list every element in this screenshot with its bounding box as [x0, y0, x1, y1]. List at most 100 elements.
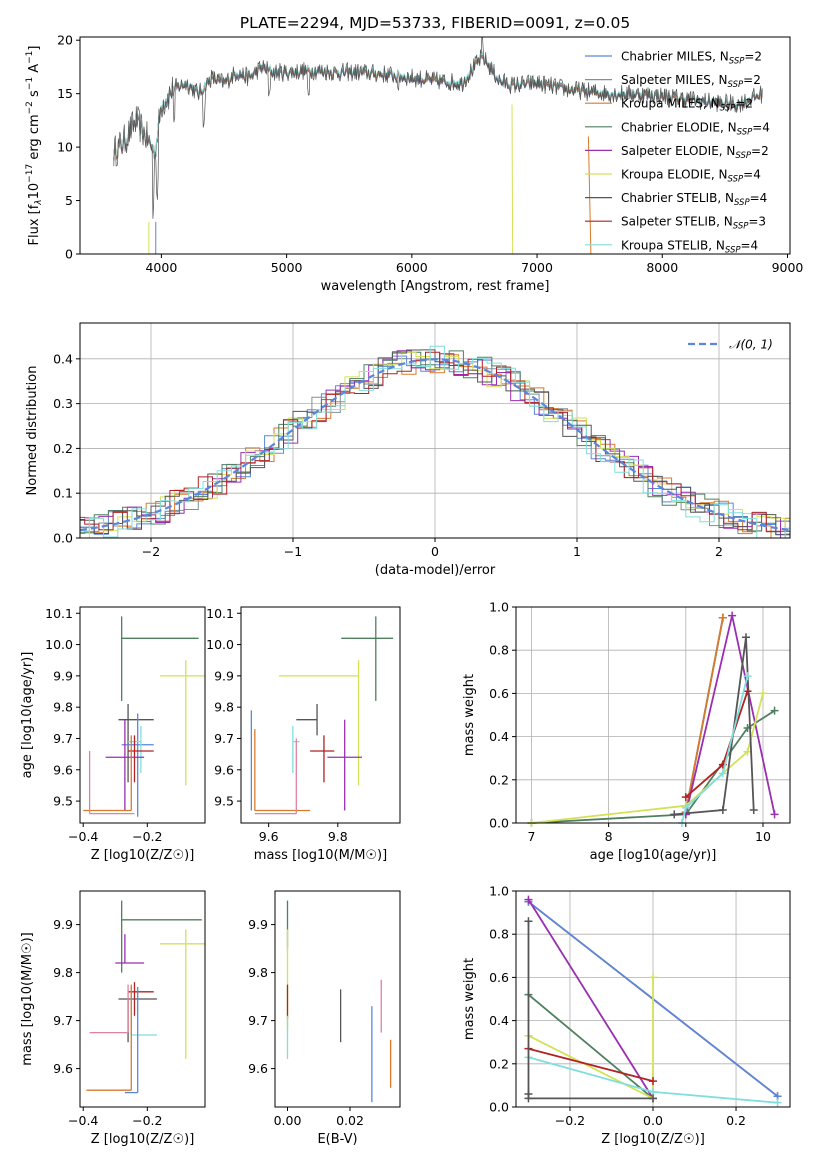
series-marker: [743, 687, 752, 696]
series-line: [528, 977, 654, 1100]
x-tick-label: 9000: [772, 260, 804, 275]
series-marker: [770, 706, 779, 715]
histogram-series: [80, 345, 790, 538]
legend-label: Salpeter STELIB, NSSP=3: [621, 215, 766, 232]
series-marker: [749, 806, 758, 815]
y-tick-label: 0.4: [489, 1013, 509, 1028]
x-axis-label: mass [log10(M/M☉)]: [254, 848, 387, 863]
histogram-series: [80, 354, 790, 538]
series-line: [685, 690, 749, 798]
age-vs-mass-panel: 9.6 9.8 9.5 9.6 9.7 9.8 9.9 10.0 10.1 mass [log10…: [206, 606, 401, 863]
x-tick-label: 10: [755, 829, 771, 844]
series-marker: [758, 689, 767, 698]
series-marker: [681, 793, 690, 802]
mass-weight-series: [524, 917, 657, 1103]
y-tick-label: 0.6: [489, 686, 509, 701]
x-tick-label: 8000: [646, 260, 678, 275]
series-marker: [742, 633, 751, 642]
y-tick-label: 15: [57, 86, 73, 101]
error-bar-point: [254, 738, 297, 815]
error-bar-point: [118, 704, 154, 783]
y-tick-label: 0.6: [489, 970, 509, 985]
plot-frame: [79, 890, 206, 1108]
mass-weight-series: [670, 633, 758, 819]
series-line: [674, 637, 755, 816]
legend-label: Chabrier STELIB, NSSP=4: [621, 191, 767, 208]
series-marker: [524, 1094, 533, 1103]
plot-area: [286, 900, 392, 1103]
series-line: [531, 709, 776, 824]
y-tick-label: 10: [57, 140, 73, 155]
y-tick-label: 9.8: [53, 700, 73, 715]
legend-label: Chabrier ELODIE, NSSP=4: [621, 120, 770, 137]
histogram-series: [80, 351, 790, 538]
y-tick-label: 9.6: [53, 1061, 73, 1076]
legend-label: Salpeter ELODIE, NSSP=2: [621, 144, 769, 161]
x-tick-label: −0.2: [132, 1113, 162, 1128]
x-axis-label: wavelength [Angstrom, rest frame]: [321, 279, 550, 294]
histogram-series: [80, 351, 790, 532]
x-axis-label: (data-model)/error: [375, 563, 496, 578]
x-tick-label: 0.0: [643, 1113, 663, 1128]
histogram-series: [80, 349, 790, 538]
x-tick-label: 0.2: [726, 1113, 746, 1128]
y-tick-label: 9.6: [214, 762, 234, 777]
x-tick-label: −0.4: [68, 1113, 98, 1128]
residuals-frame: [79, 322, 791, 539]
plot-frame: [274, 890, 401, 1108]
residuals-plot-area: [80, 345, 790, 538]
plot-area: [83, 616, 205, 817]
x-tick-label: 4000: [145, 260, 177, 275]
y-tick-label: 0.4: [489, 729, 509, 744]
x-tick-label: 6000: [396, 260, 428, 275]
plot-frame: [240, 606, 401, 824]
error-bar-point: [254, 729, 311, 812]
y-tick-label: 9.7: [248, 1013, 268, 1028]
series-line: [681, 675, 749, 824]
error-bar-point: [296, 704, 318, 736]
x-tick-label: 7000: [521, 260, 553, 275]
series-marker: [670, 810, 679, 819]
series-marker: [743, 672, 752, 681]
spectrum-data-line: [113, 37, 763, 219]
y-tick-label: 0.2: [53, 441, 73, 456]
y-tick-label: 9.7: [53, 731, 73, 746]
plot-area: [250, 616, 394, 815]
x-tick-label: −2: [142, 544, 160, 559]
y-tick-label: 9.8: [248, 965, 268, 980]
y-tick-label: 9.5: [53, 794, 73, 809]
mass-weight-vs-Z-panel: 0.0 0.2 0.4 0.6 0.8 1.0 −0.2 0.0 0.2 Z [log10(Z/Z…: [462, 884, 791, 1147]
legend-label: Kroupa ELODIE, NSSP=4: [621, 168, 761, 185]
mass-weight-series: [524, 973, 657, 1103]
error-bar-point: [124, 987, 139, 1094]
mass-weight-series: [681, 613, 727, 817]
x-tick-label: 1: [573, 544, 581, 559]
x-axis-label: Z [log10(Z/Z☉)]: [91, 1132, 195, 1147]
y-tick-label: 10.0: [45, 637, 73, 652]
x-tick-label: −0.2: [555, 1113, 585, 1128]
error-bar-point: [160, 929, 205, 1059]
series-marker: [649, 1094, 657, 1103]
mass-weight-series: [524, 1044, 657, 1086]
x-tick-label: 9.6: [259, 829, 279, 844]
y-axis-label: Normed distribution: [25, 366, 40, 496]
y-tick-label: 10.1: [206, 606, 234, 621]
y-tick-label: 9.9: [53, 668, 73, 683]
series-line: [684, 617, 724, 813]
x-tick-label: 7: [527, 829, 535, 844]
series-marker: [770, 810, 779, 819]
error-bar-point: [279, 660, 360, 786]
y-tick-label: 9.9: [53, 917, 73, 932]
y-tick-label: 9.5: [214, 794, 234, 809]
error-bar-point: [89, 984, 129, 1034]
x-tick-label: 9.8: [328, 829, 348, 844]
series-line: [528, 1047, 654, 1082]
mass-vs-EBV-panel: 0.00 0.02 9.6 9.7 9.8 9.9 E(B-V): [248, 890, 401, 1147]
series-marker: [649, 973, 657, 982]
spectrum-frame: [79, 36, 791, 255]
plot-area: [86, 900, 205, 1094]
series-marker: [524, 917, 533, 926]
legend-label: 𝒩(0, 1): [729, 338, 773, 352]
error-bar-point: [160, 660, 205, 786]
